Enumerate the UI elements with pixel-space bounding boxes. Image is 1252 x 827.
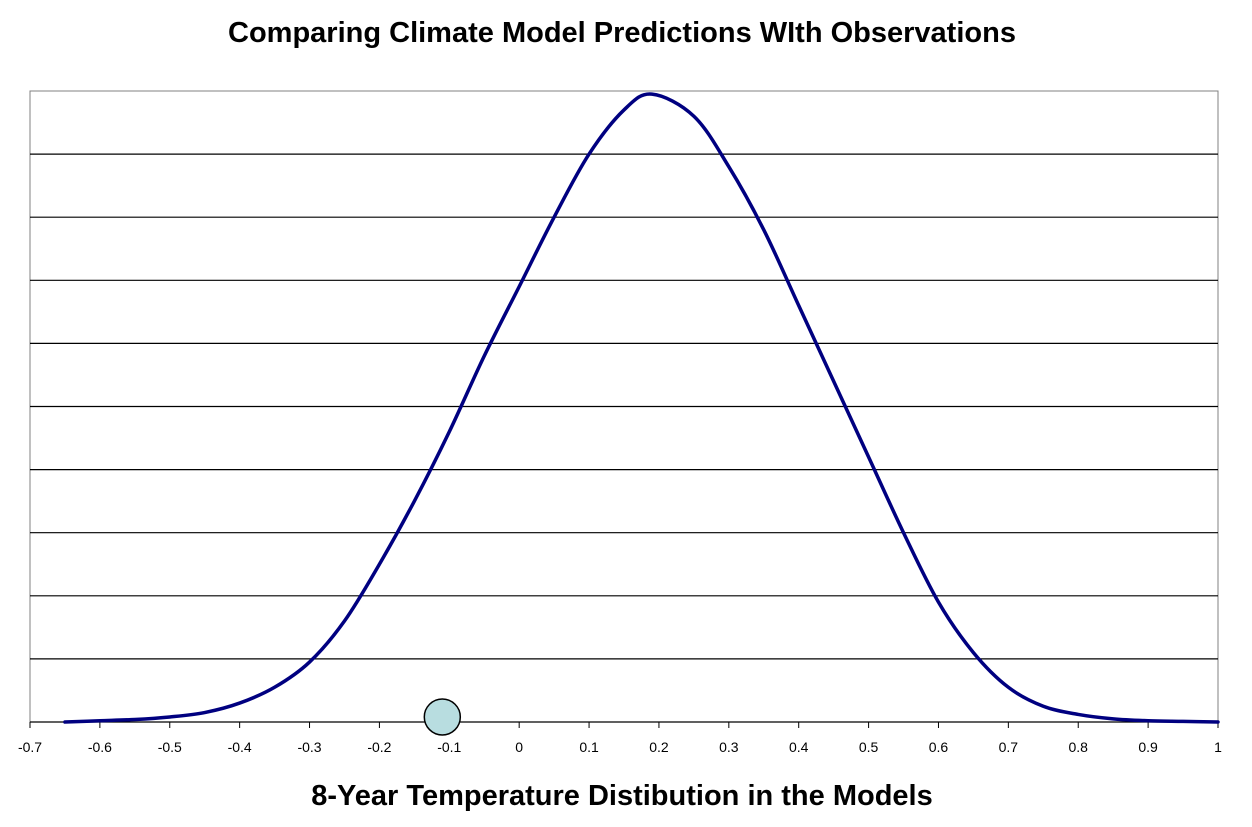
x-tick-label: 0.2 bbox=[649, 739, 669, 755]
x-ticks: -0.7 -0.6 -0.5 -0.4 -0.3 -0.2 -0.1 0 0.1 0.2 0.3 0.… bbox=[18, 722, 1222, 755]
x-tick-label: 0.7 bbox=[999, 739, 1019, 755]
plot-area: -0.7 -0.6 -0.5 -0.4 -0.3 -0.2 -0.1 0 0.1 0.2 0.3 0.… bbox=[18, 90, 1222, 755]
x-tick-label: -0.7 bbox=[18, 739, 42, 755]
chart-title: Comparing Climate Model Predictions WIth… bbox=[228, 17, 1016, 49]
x-tick-label: -0.1 bbox=[437, 739, 461, 755]
x-tick-label: 0.6 bbox=[929, 739, 949, 755]
x-tick-label: 0.1 bbox=[579, 739, 599, 755]
x-tick-label: 0.8 bbox=[1069, 739, 1089, 755]
series-layer bbox=[63, 92, 1220, 736]
x-axis-title: 8-Year Temperature Distibution in the Mo… bbox=[311, 780, 932, 812]
x-tick-label: 0.4 bbox=[789, 739, 809, 755]
x-tick-label: 0 bbox=[515, 739, 523, 755]
observation-marker bbox=[423, 698, 462, 736]
x-tick-label: 0.3 bbox=[719, 739, 739, 755]
distribution-curve bbox=[63, 92, 1220, 724]
x-tick-label: -0.2 bbox=[367, 739, 391, 755]
x-tick-label: 0.5 bbox=[859, 739, 879, 755]
x-tick-label: -0.5 bbox=[158, 739, 182, 755]
x-tick-label: -0.6 bbox=[88, 739, 112, 755]
x-tick-label: 1 bbox=[1214, 739, 1222, 755]
x-tick-label: -0.3 bbox=[297, 739, 321, 755]
gridlines bbox=[30, 153, 1218, 660]
x-tick-label: 0.9 bbox=[1138, 739, 1158, 755]
x-tick-label: -0.4 bbox=[228, 739, 252, 755]
